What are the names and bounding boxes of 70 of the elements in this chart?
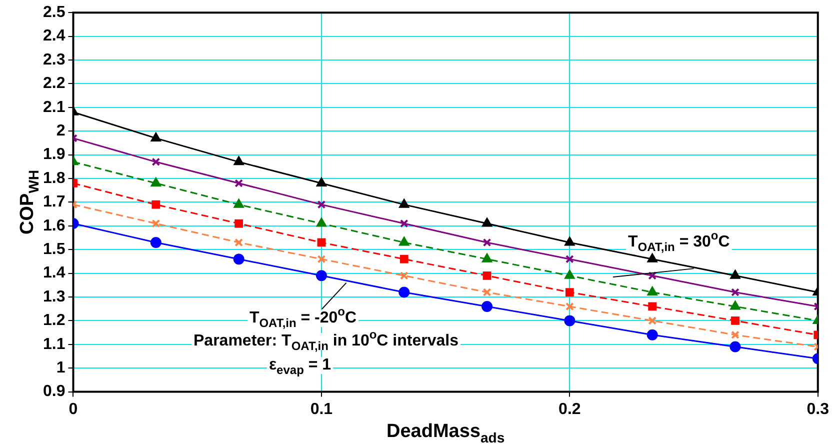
point bbox=[233, 254, 244, 265]
x-tick-label: 0.1 bbox=[310, 400, 333, 418]
y-tick-label: 2.2 bbox=[42, 75, 66, 92]
y-tick-label: 1.9 bbox=[42, 146, 66, 164]
point bbox=[565, 302, 574, 311]
point bbox=[564, 236, 575, 246]
point bbox=[316, 178, 326, 186]
point bbox=[565, 254, 574, 264]
point bbox=[234, 238, 243, 247]
point bbox=[234, 179, 243, 188]
point bbox=[482, 300, 493, 312]
point bbox=[731, 288, 740, 296]
y-tick-label: 0.9 bbox=[42, 383, 66, 400]
point bbox=[731, 330, 740, 340]
point bbox=[730, 300, 740, 310]
point bbox=[152, 200, 160, 209]
point bbox=[564, 315, 576, 326]
point bbox=[730, 270, 740, 279]
y-tick-label: 2.3 bbox=[42, 51, 66, 68]
y-tick-label: 2.1 bbox=[42, 98, 66, 116]
point bbox=[316, 270, 327, 282]
point bbox=[151, 132, 161, 142]
point bbox=[647, 286, 658, 296]
point bbox=[400, 271, 408, 280]
y-axis-title: COPWH bbox=[17, 170, 42, 234]
y-tick-label: 2.5 bbox=[42, 4, 66, 22]
point bbox=[317, 200, 326, 209]
point bbox=[482, 254, 492, 262]
x-tick-label: 0 bbox=[68, 400, 78, 418]
point bbox=[400, 254, 408, 264]
point bbox=[234, 156, 244, 166]
point bbox=[482, 218, 492, 227]
point bbox=[317, 254, 326, 264]
y-tick-label: 1 bbox=[56, 360, 66, 377]
point bbox=[648, 316, 657, 325]
point bbox=[398, 286, 410, 298]
point bbox=[565, 288, 574, 296]
y-tick-label: 1.5 bbox=[42, 241, 66, 258]
point bbox=[564, 270, 575, 279]
point bbox=[234, 199, 244, 208]
y-tick-label: 2.4 bbox=[42, 28, 66, 45]
point bbox=[150, 236, 162, 248]
point bbox=[316, 218, 326, 227]
y-tick-label: 1.7 bbox=[42, 194, 66, 211]
point bbox=[317, 238, 326, 247]
point bbox=[234, 219, 243, 228]
point bbox=[731, 316, 740, 325]
point bbox=[152, 219, 160, 228]
y-tick-label: 1.4 bbox=[42, 264, 66, 282]
point bbox=[482, 271, 492, 280]
point bbox=[730, 341, 741, 352]
point bbox=[648, 271, 657, 280]
y-tick-label: 1.3 bbox=[42, 288, 66, 306]
point bbox=[399, 199, 410, 208]
point bbox=[399, 236, 410, 246]
point bbox=[151, 178, 161, 186]
point bbox=[646, 329, 658, 340]
point bbox=[482, 288, 492, 296]
x-tick-label: 0.2 bbox=[558, 400, 581, 418]
point bbox=[152, 158, 160, 166]
x-tick-label: 0.3 bbox=[806, 400, 830, 418]
point bbox=[400, 219, 408, 228]
point bbox=[482, 238, 492, 247]
y-tick-label: 1.6 bbox=[42, 217, 66, 234]
y-tick-label: 1.1 bbox=[42, 336, 66, 353]
y-tick-label: 1.2 bbox=[42, 312, 66, 330]
point bbox=[647, 254, 658, 262]
y-tick-label: 1.8 bbox=[42, 170, 66, 187]
point bbox=[648, 302, 657, 311]
y-tick-label: 2 bbox=[56, 122, 66, 140]
